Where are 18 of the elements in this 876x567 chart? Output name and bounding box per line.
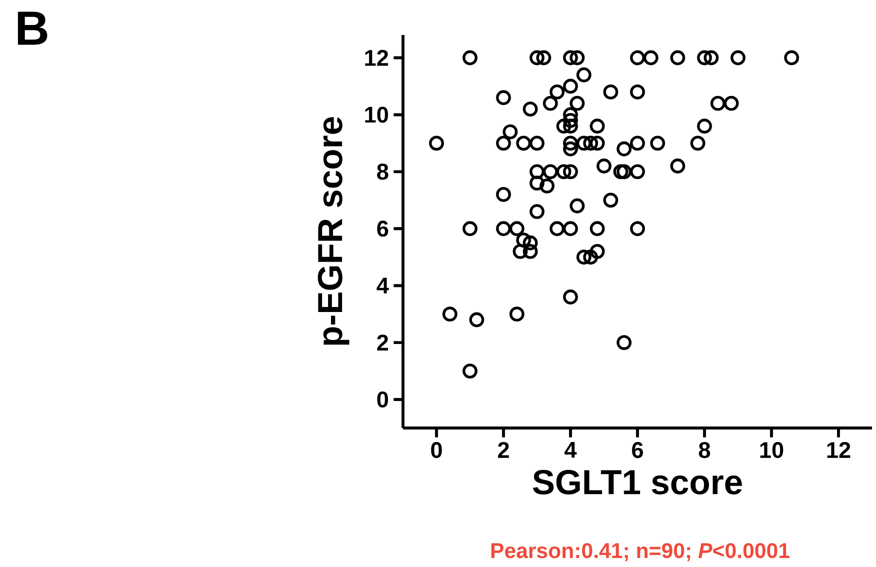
y-tick-label: 4 (376, 278, 389, 294)
y-tick-label: 2 (377, 334, 388, 350)
y-axis-title: p-EGFR score (318, 117, 350, 345)
y-tick-label: 0 (377, 391, 388, 408)
y-tick-label: 6 (377, 220, 388, 237)
x-tick-label: 6 (632, 442, 643, 458)
x-tick-label: 8 (698, 442, 710, 458)
x-tick-label: 12 (827, 442, 850, 458)
x-tick-label: 4 (564, 442, 577, 458)
y-tick-label: 12 (365, 50, 388, 66)
text: B (18, 12, 48, 45)
y-tick-label: 10 (365, 106, 388, 123)
x-tick-label: 10 (760, 442, 784, 458)
x-tick-label: 2 (498, 442, 509, 458)
x-tick-label: 0 (431, 442, 442, 458)
y-tick-label: 8 (377, 164, 388, 180)
text: Pearson:0.41; n=90; P<0.0001 (491, 543, 790, 562)
x-axis-title: SGLT1 score (532, 470, 742, 494)
